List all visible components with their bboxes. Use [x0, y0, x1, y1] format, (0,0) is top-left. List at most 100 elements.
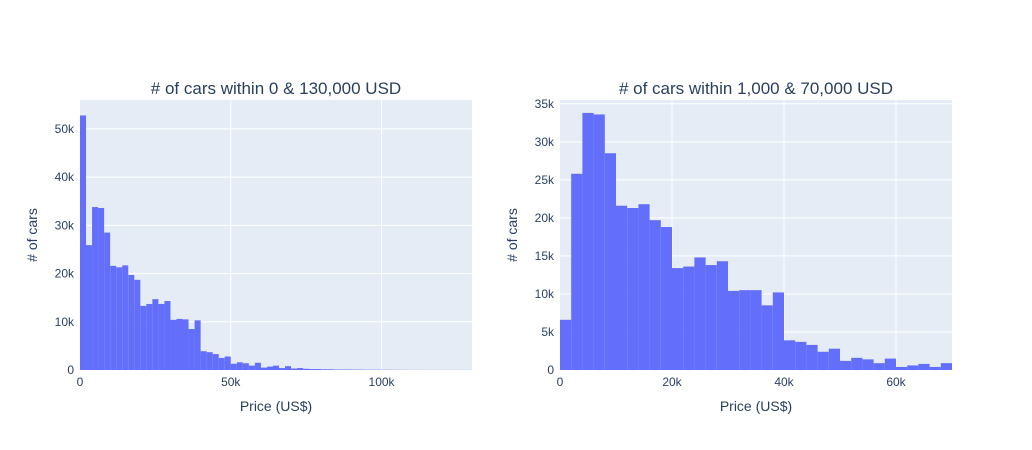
- histogram-bar: [272, 365, 280, 370]
- histogram-bar: [194, 320, 201, 370]
- histogram-bar: [266, 366, 273, 370]
- y-axis-label: # of cars: [24, 208, 40, 262]
- histogram-bar: [128, 275, 135, 370]
- y-tick-label: 25k: [535, 173, 555, 187]
- histogram-bar: [795, 341, 807, 370]
- histogram-bar: [593, 114, 605, 370]
- y-tick-label: 30k: [55, 218, 75, 232]
- histogram-bar: [739, 290, 751, 370]
- x-tick-label: 40k: [774, 375, 794, 389]
- chart-panel-1: 0 10k 20k 30k 40k 50k 0 50k 100k # of cars within…: [24, 79, 472, 414]
- histogram-bar: [772, 292, 784, 370]
- histogram-bar: [321, 369, 328, 370]
- histogram-bar: [86, 245, 93, 370]
- histogram-bar: [218, 357, 225, 370]
- histogram-bar: [80, 115, 87, 370]
- histogram-bar: [98, 208, 105, 370]
- histogram-bar: [638, 204, 650, 370]
- histogram-bar: [560, 319, 572, 370]
- histogram-bar: [92, 207, 99, 370]
- histogram-bar: [242, 363, 249, 370]
- y-tick-label: 10k: [55, 315, 75, 329]
- histogram-bar: [840, 360, 852, 370]
- histogram-bar: [694, 257, 706, 370]
- histogram-bar: [212, 354, 219, 370]
- histogram-bar: [873, 363, 885, 370]
- x-tick-label: 0: [557, 375, 564, 389]
- histogram-bar: [828, 348, 840, 370]
- chart-title: # of cars within 0 & 130,000 USD: [151, 79, 401, 98]
- histogram-bar: [285, 366, 292, 370]
- y-tick-label: 20k: [55, 267, 75, 281]
- histogram-bar: [254, 362, 261, 370]
- x-tick-label: 100k: [369, 375, 396, 389]
- x-axis-label: Price (US$): [240, 398, 312, 414]
- histogram-bar: [940, 363, 952, 370]
- histogram-bar: [649, 220, 661, 370]
- histogram-bar: [188, 329, 195, 370]
- y-tick-label: 10k: [535, 287, 555, 301]
- x-tick-label: 0: [77, 375, 84, 389]
- histogram-bar: [140, 305, 147, 370]
- y-tick-label: 0: [547, 363, 554, 377]
- histogram-bar: [315, 369, 322, 370]
- histogram-bar: [309, 369, 316, 370]
- histogram-bar: [230, 363, 237, 370]
- histogram-bar: [918, 363, 930, 370]
- y-tick-label: 50k: [55, 122, 75, 136]
- histogram-bar: [152, 299, 159, 370]
- histogram-bar: [297, 368, 304, 370]
- histogram-bar: [571, 173, 583, 370]
- histogram-bar: [176, 318, 183, 370]
- histogram-bar: [784, 340, 796, 370]
- y-tick-label: 30k: [535, 135, 555, 149]
- histogram-bar: [851, 357, 863, 370]
- histogram-bar: [582, 112, 594, 370]
- y-tick-label: 20k: [535, 211, 555, 225]
- histogram-bar: [248, 365, 255, 370]
- histogram-bar: [303, 368, 310, 370]
- histogram-bar: [170, 319, 177, 370]
- y-tick-label: 40k: [55, 170, 75, 184]
- y-tick-label: 15k: [535, 249, 555, 263]
- y-tick-label: 5k: [541, 325, 555, 339]
- histogram-bar: [806, 344, 818, 370]
- histogram-bar: [236, 362, 243, 370]
- histogram-bar: [896, 366, 908, 370]
- histogram-bar: [604, 153, 616, 370]
- histogram-bar: [817, 351, 829, 370]
- histogram-bar: [929, 366, 941, 370]
- histogram-bar: [158, 303, 165, 370]
- histogram-bar: [206, 352, 213, 370]
- histogram-bar: [907, 365, 919, 370]
- chart-title: # of cars within 1,000 & 70,000 USD: [619, 79, 893, 98]
- y-axis-label: # of cars: [504, 208, 520, 262]
- histogram-bar: [110, 265, 117, 370]
- histogram-bar: [279, 368, 286, 370]
- histogram-bar: [672, 268, 684, 370]
- histogram-bar: [705, 265, 717, 370]
- histogram-bar: [224, 356, 231, 370]
- x-tick-label: 50k: [221, 375, 241, 389]
- histogram-bar: [291, 368, 298, 370]
- histogram-bar: [683, 266, 695, 370]
- x-tick-label: 60k: [886, 375, 906, 389]
- histogram-bar: [200, 351, 207, 370]
- histogram-bar: [116, 267, 123, 370]
- y-tick-label: 0: [67, 363, 74, 377]
- histogram-bar: [884, 358, 896, 370]
- histogram-bar: [716, 261, 728, 370]
- histogram-bar: [182, 319, 189, 370]
- histogram-bar: [761, 305, 773, 370]
- histogram-bar: [627, 208, 639, 370]
- histogram-bar: [728, 290, 740, 370]
- histogram-bar: [104, 232, 111, 370]
- histogram-bar: [750, 290, 762, 370]
- histogram-bar: [660, 227, 672, 370]
- bars-group: [80, 115, 472, 370]
- x-axis-label: Price (US$): [720, 398, 792, 414]
- histogram-bar: [146, 303, 153, 370]
- bars-group: [560, 112, 952, 370]
